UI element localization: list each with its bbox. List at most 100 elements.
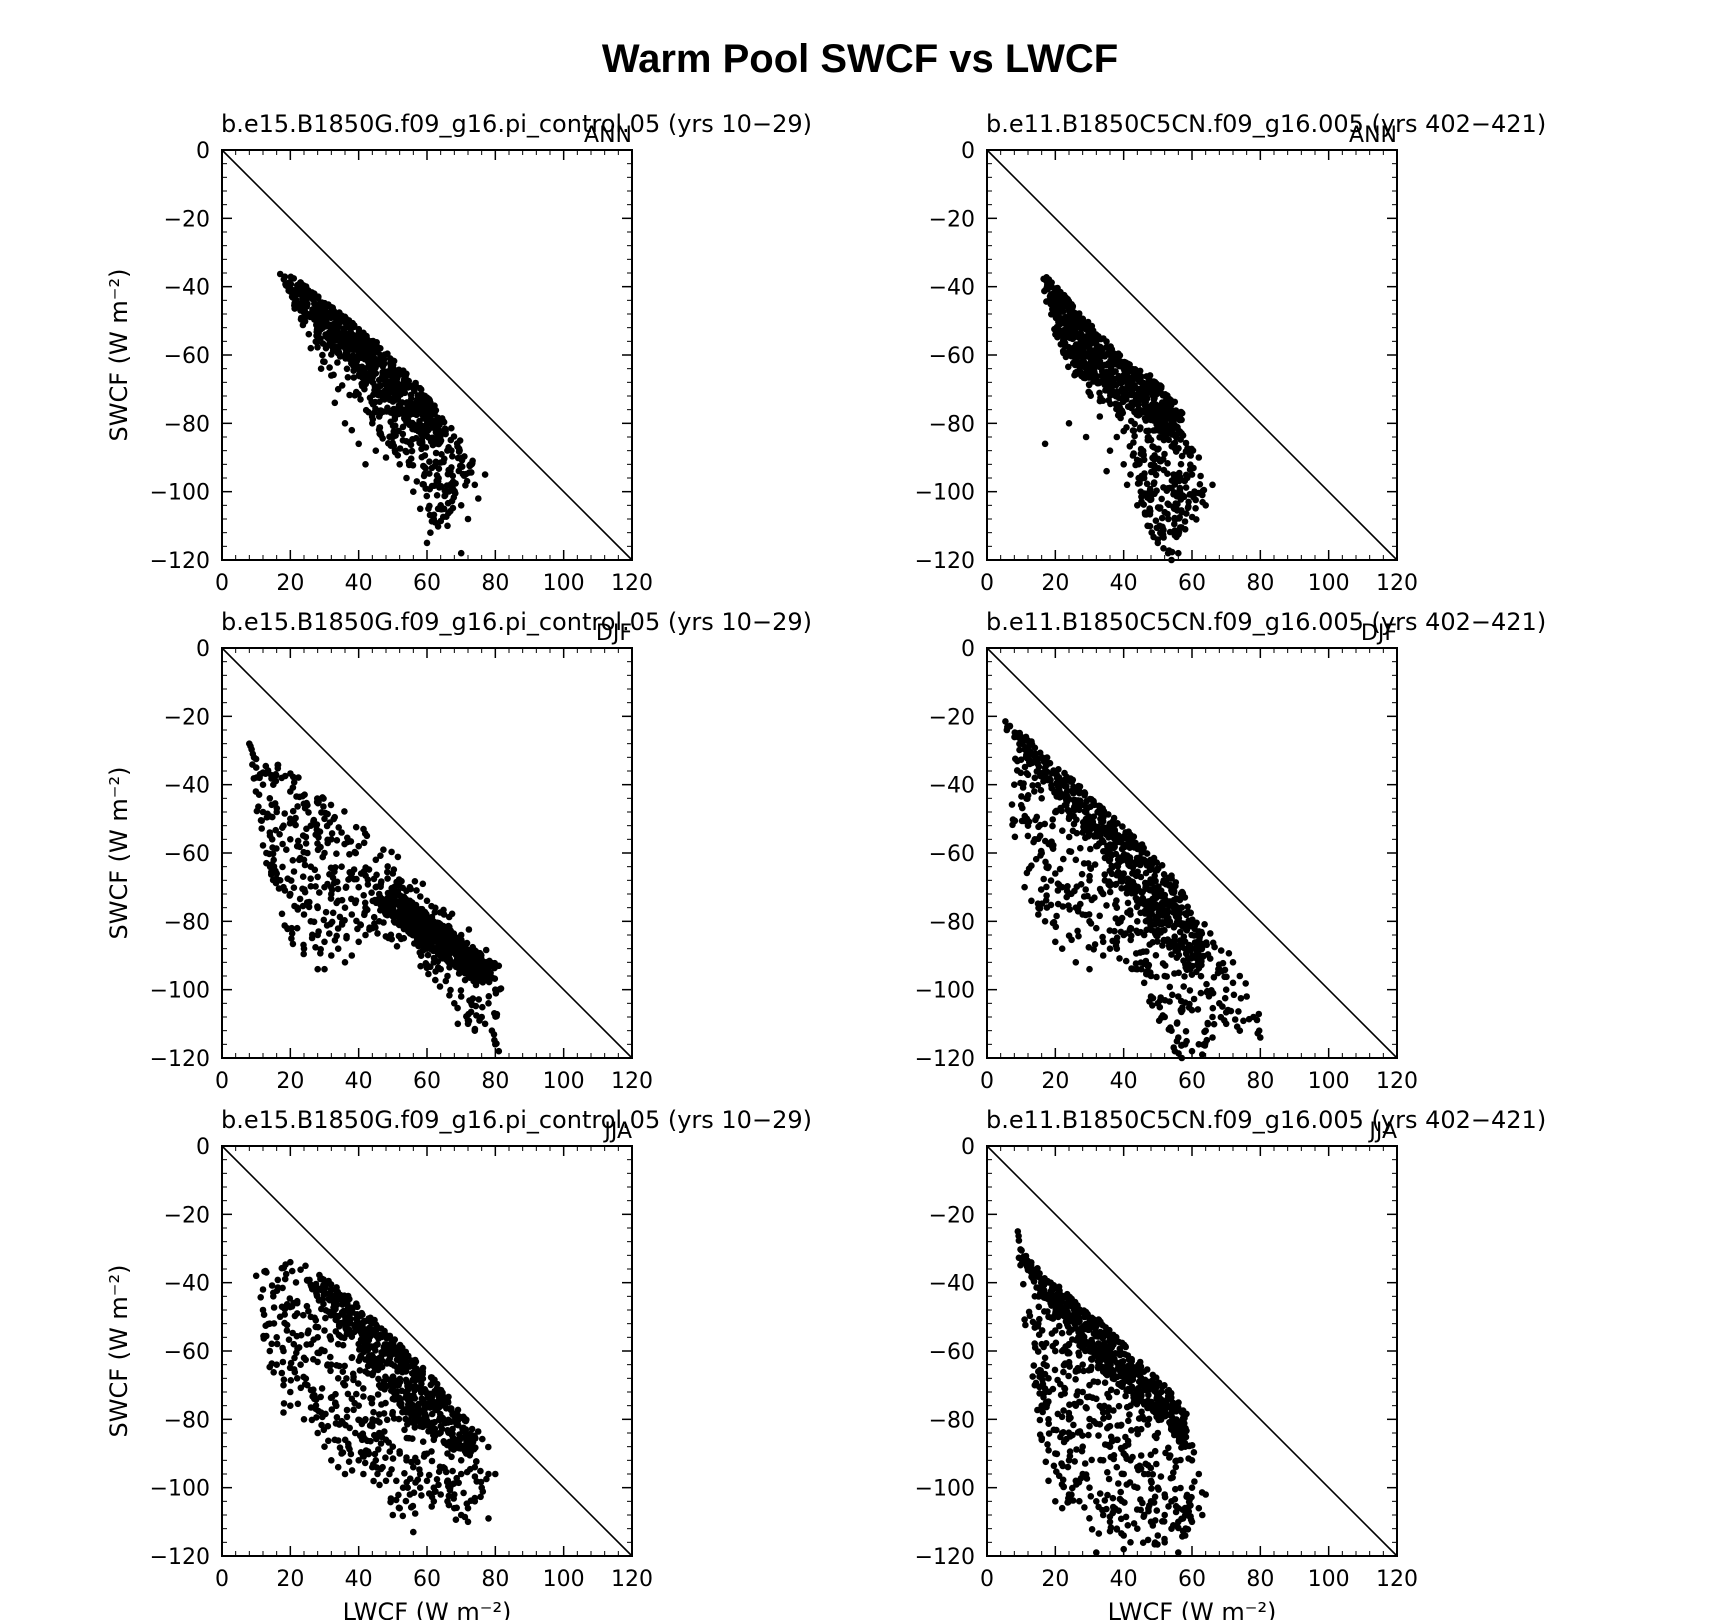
data-point	[343, 932, 350, 940]
data-point	[347, 328, 354, 335]
data-point	[1052, 923, 1060, 931]
data-point	[1093, 924, 1100, 932]
data-point	[305, 330, 313, 338]
data-point	[272, 771, 280, 778]
data-point	[1031, 788, 1038, 795]
y-tick-label: −120	[150, 1545, 210, 1570]
data-point	[334, 329, 342, 337]
data-point	[432, 976, 439, 984]
data-point	[1075, 782, 1082, 790]
data-point	[344, 374, 352, 381]
panel-case-title: b.e11.B1850C5CN.f09_g16.005 (yrs 402−421…	[986, 608, 1546, 636]
data-point	[464, 515, 472, 523]
data-point	[1231, 1016, 1239, 1023]
data-point	[1065, 890, 1073, 898]
data-point	[377, 407, 385, 414]
data-point	[457, 931, 465, 939]
data-point	[407, 441, 415, 449]
data-point	[1011, 833, 1019, 841]
data-point	[355, 938, 363, 946]
data-point	[1070, 322, 1078, 329]
panel-case-title: b.e15.B1850G.f09_g16.pi_control.05 (yrs …	[221, 110, 812, 138]
data-point	[1151, 872, 1158, 880]
y-tick-label: −40	[929, 774, 975, 799]
data-point	[1147, 993, 1155, 1000]
data-point	[422, 465, 429, 472]
data-point	[368, 889, 375, 896]
data-point	[396, 891, 403, 899]
data-point	[331, 937, 339, 944]
data-point	[335, 350, 343, 357]
data-point	[458, 463, 466, 471]
data-point	[406, 897, 414, 905]
data-point	[278, 910, 286, 918]
data-point	[360, 825, 367, 833]
data-point	[1125, 839, 1133, 846]
data-point	[272, 826, 280, 834]
data-point	[1240, 1017, 1247, 1025]
data-point	[1182, 961, 1189, 968]
data-point	[428, 464, 436, 472]
y-tick-label: −20	[164, 1203, 210, 1228]
data-point	[341, 917, 348, 924]
data-point	[1086, 965, 1093, 973]
data-point	[1128, 889, 1135, 897]
data-point	[295, 774, 302, 781]
data-point	[391, 448, 399, 456]
data-point	[282, 282, 290, 289]
data-point	[465, 926, 473, 933]
data-point	[396, 445, 404, 452]
data-point	[338, 863, 345, 870]
data-point	[293, 904, 301, 911]
data-point	[1031, 774, 1039, 782]
data-point	[1168, 951, 1175, 958]
data-point	[307, 883, 315, 890]
data-point	[342, 344, 350, 351]
data-point	[401, 1470, 408, 1477]
data-point	[293, 924, 301, 932]
data-point	[1188, 471, 1196, 478]
y-tick-label: −40	[164, 276, 210, 301]
data-point	[425, 1471, 433, 1479]
data-point	[1049, 816, 1056, 823]
data-point	[1142, 393, 1150, 400]
data-point	[1222, 1020, 1230, 1028]
data-point	[448, 424, 455, 432]
data-point	[419, 402, 426, 410]
data-point	[1101, 361, 1109, 369]
data-point	[1176, 514, 1183, 521]
data-point	[458, 457, 466, 464]
data-point	[316, 828, 324, 835]
data-point	[1175, 951, 1183, 959]
data-point	[259, 842, 267, 849]
data-point	[432, 440, 439, 447]
data-point	[395, 388, 403, 395]
data-point	[361, 385, 368, 393]
data-point	[425, 418, 433, 426]
data-point	[292, 821, 299, 829]
data-point	[1203, 1036, 1211, 1044]
data-point	[346, 391, 353, 399]
data-point	[481, 471, 489, 478]
panel-season-label: JJA	[602, 1119, 632, 1144]
data-point	[1115, 350, 1122, 358]
data-point	[359, 1449, 367, 1457]
data-point	[355, 842, 363, 850]
data-point	[321, 938, 328, 946]
data-point	[380, 846, 387, 853]
data-point	[1056, 330, 1064, 338]
data-point	[307, 875, 315, 882]
data-point	[1152, 952, 1160, 959]
data-point	[1138, 845, 1145, 853]
data-point	[1035, 911, 1042, 918]
data-point	[1147, 856, 1154, 864]
data-point	[1081, 792, 1088, 799]
data-point	[1149, 443, 1156, 450]
data-point	[1043, 274, 1050, 281]
x-tick-label: 40	[1110, 571, 1138, 596]
data-point	[1157, 529, 1164, 537]
data-point	[323, 822, 331, 830]
data-point	[1236, 1027, 1244, 1034]
data-point	[1181, 526, 1189, 533]
data-point	[1151, 389, 1159, 396]
